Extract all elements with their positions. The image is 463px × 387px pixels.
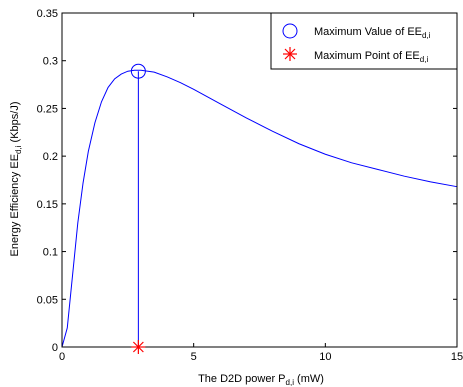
x-tick-label: 5	[191, 351, 197, 363]
plot-frame	[61, 12, 458, 348]
max-point-asterisk-marker	[131, 340, 146, 354]
x-axis-title: The D2D power Pd,i (mW)	[198, 373, 324, 387]
y-axis-title: Energy Efficiency EEd,i (Kbps/J)	[9, 102, 23, 257]
legend: Maximum Value of EEd,i Maximum Point of …	[270, 12, 458, 70]
y-tick-label: 0.25	[37, 103, 58, 115]
max-value-circle-marker	[130, 63, 146, 79]
legend-max-value-label: Maximum Value of EEd,i	[314, 26, 431, 40]
curve-layer	[61, 69, 458, 348]
axes-layer: 0 5 10 15 0 0.05 0.1 0.15 0.2 0.25 0.3 0.35	[37, 8, 463, 363]
x-tick-label: 15	[451, 351, 463, 363]
y-tick-label: 0.05	[37, 294, 58, 306]
y-tick-label: 0.35	[37, 8, 58, 20]
legend-box	[270, 12, 458, 70]
y-tick-label: 0.2	[43, 151, 58, 163]
legend-circle-marker	[282, 23, 298, 39]
x-tick-label: 0	[59, 351, 65, 363]
x-tick-label: 10	[319, 351, 331, 363]
y-tick-label: 0	[52, 342, 58, 354]
marker-layer	[130, 63, 146, 354]
legend-max-point-label: Maximum Point of EEd,i	[314, 50, 428, 64]
y-tick-label: 0.15	[37, 199, 58, 211]
y-tick-label: 0.3	[43, 56, 58, 68]
y-tick-label: 0.1	[43, 247, 58, 259]
efficiency-curve	[61, 69, 458, 348]
legend-asterisk-marker	[283, 47, 297, 61]
